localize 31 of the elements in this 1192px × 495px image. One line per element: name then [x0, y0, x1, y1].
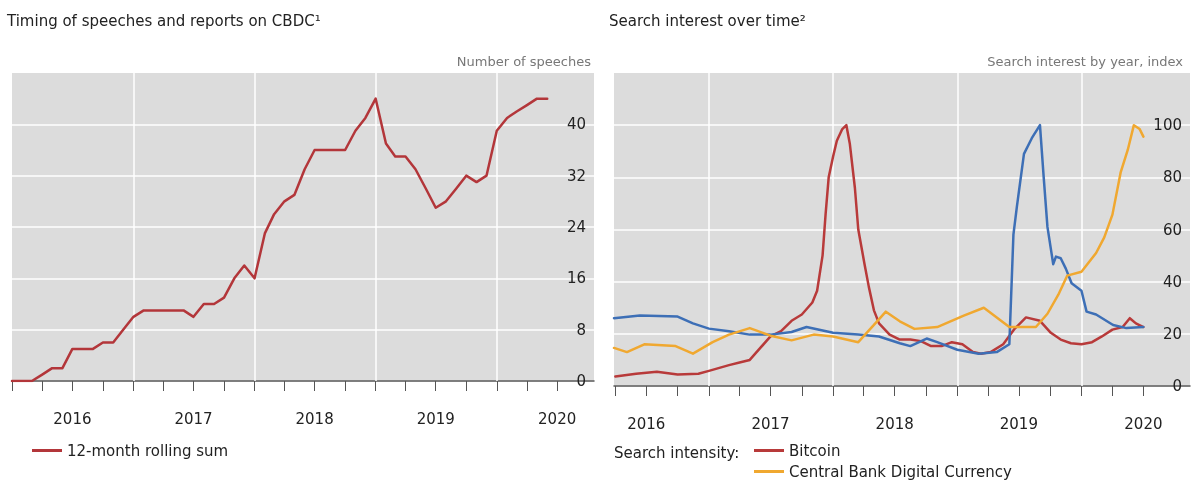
chart-title: Search interest over time² — [609, 11, 806, 30]
x-tick-label: 2018 — [875, 414, 914, 433]
x-tick-label: 2020 — [1124, 414, 1163, 433]
y-tick-label: 24 — [566, 218, 586, 236]
y-axis-title: Search interest by year, index — [987, 54, 1184, 69]
line-series — [10, 97, 549, 383]
y-tick-label: 32 — [566, 166, 586, 185]
legend-label: 12-month rolling sum — [67, 441, 229, 460]
y-tick-label: 40 — [1162, 272, 1182, 291]
y-tick-label: 40 — [566, 115, 586, 134]
y-tick-label: 0 — [576, 372, 586, 390]
y-tick-label: 80 — [1162, 168, 1182, 187]
y-tick-label: 20 — [1162, 324, 1182, 343]
y-tick-label: 100 — [1153, 116, 1182, 135]
x-tick-label: 2019 — [416, 409, 455, 428]
x-tick-label: 2017 — [174, 409, 213, 428]
x-tick-label: 2020 — [538, 409, 577, 428]
x-tick-label: 2019 — [999, 414, 1038, 433]
y-tick-label: 8 — [576, 320, 586, 339]
x-tick-label: 2018 — [295, 409, 334, 428]
y-tick-label: 0 — [1172, 377, 1182, 395]
chart-title: Timing of speeches and reports on CBDC¹ — [6, 11, 321, 30]
legend-title: Search intensity: — [614, 443, 740, 462]
legend-label: Central Bank Digital Currency — [789, 462, 1012, 481]
y-tick-label: 16 — [566, 269, 586, 288]
y-tick-label: 60 — [1162, 220, 1182, 239]
y-axis-title: Number of speeches — [456, 54, 592, 69]
x-tick-label: 2016 — [627, 414, 666, 433]
legend-label: Bitcoin — [789, 441, 841, 460]
x-tick-label: 2016 — [53, 409, 92, 428]
x-tick-label: 2017 — [751, 414, 790, 433]
